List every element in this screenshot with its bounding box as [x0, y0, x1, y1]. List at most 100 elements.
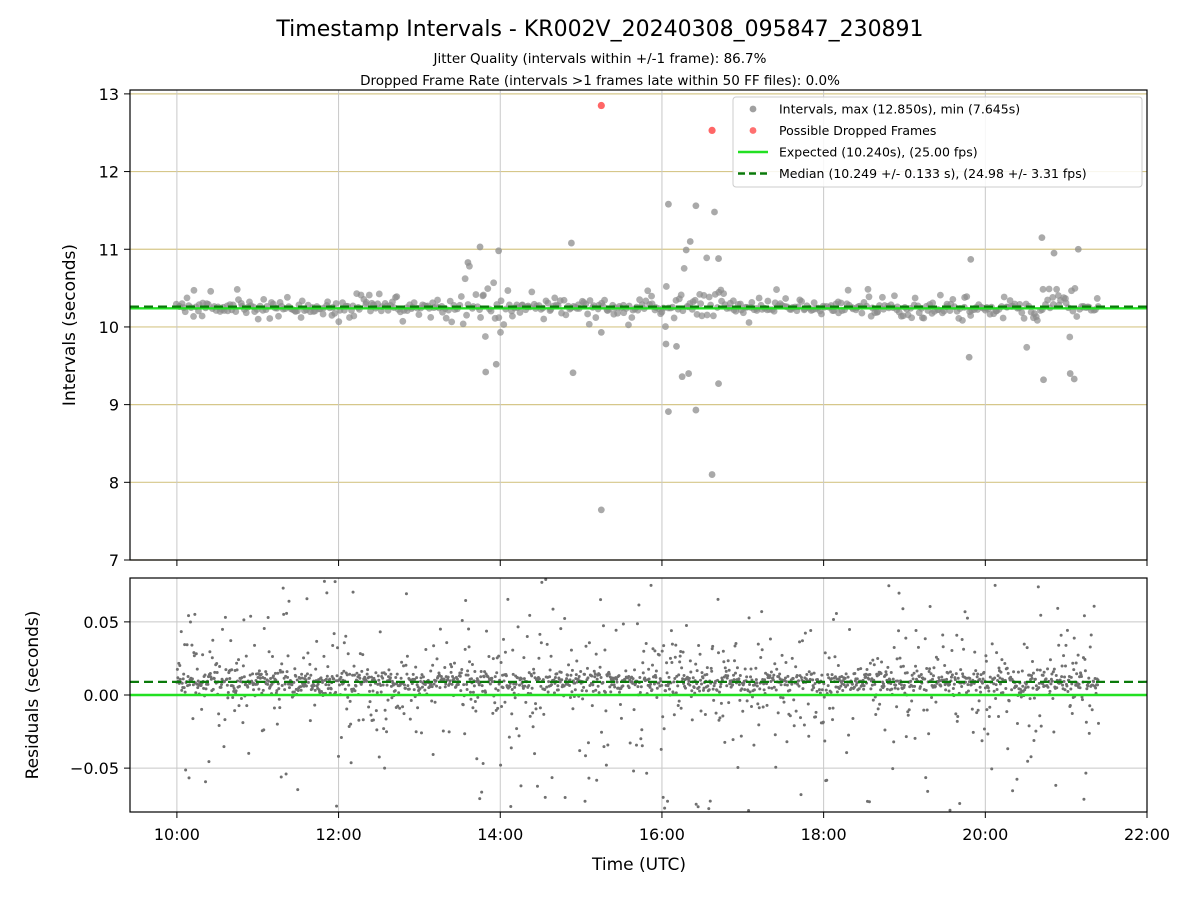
residual-point [770, 686, 774, 690]
residual-point [904, 735, 908, 739]
residual-point [734, 641, 738, 645]
x-tick-label: 14:00 [477, 825, 523, 844]
residual-point [737, 677, 741, 681]
residual-point [651, 647, 655, 651]
residual-point [794, 709, 798, 713]
residual-point [901, 607, 905, 611]
residual-point [761, 705, 765, 709]
interval-outlier-point [715, 380, 722, 388]
residual-point [681, 677, 685, 681]
residual-point [537, 677, 541, 681]
residual-point [757, 723, 761, 727]
residual-point [515, 727, 519, 731]
residual-point [480, 684, 484, 688]
residual-point [825, 778, 829, 782]
residual-point [600, 730, 604, 734]
residual-point [1062, 680, 1066, 684]
interval-point [319, 310, 327, 318]
residual-point [331, 644, 335, 648]
residual-point [534, 707, 538, 711]
residual-point [742, 681, 746, 685]
residual-point [324, 683, 328, 687]
residual-point [444, 682, 448, 686]
residual-point [924, 776, 928, 780]
residual-point [496, 706, 500, 710]
residual-point [278, 706, 282, 710]
interval-outlier-point [476, 243, 484, 251]
interval-point [810, 299, 818, 307]
residual-point [701, 676, 705, 680]
residual-point [780, 653, 784, 657]
interval-point [586, 297, 594, 304]
interval-point [459, 320, 467, 328]
residual-point [1078, 686, 1082, 690]
residual-point [627, 686, 631, 690]
interval-point [442, 314, 450, 322]
residual-point [948, 808, 952, 812]
residual-point [557, 677, 561, 681]
residual-point [1021, 684, 1025, 688]
residual-point [357, 673, 361, 677]
residual-point [573, 681, 577, 685]
residual-point [940, 675, 944, 679]
residual-point [673, 655, 677, 659]
residual-point [741, 709, 745, 713]
residual-point [276, 671, 280, 675]
residual-point [955, 633, 959, 637]
residual-point [891, 767, 895, 771]
residual-point [483, 670, 487, 674]
legend-label: Intervals, max (12.850s), min (7.645s) [779, 102, 1020, 117]
residual-point [735, 666, 739, 670]
residual-point [583, 672, 587, 676]
residual-point [1027, 724, 1031, 728]
residual-point [379, 690, 383, 694]
residual-point [490, 676, 494, 680]
residual-point [424, 648, 428, 652]
chart-legend: Intervals, max (12.850s), min (7.645s) Po… [732, 96, 1143, 188]
residual-point [411, 672, 415, 676]
residual-point [978, 685, 982, 689]
residual-point [992, 689, 996, 693]
residual-point [429, 682, 433, 686]
residual-point [270, 655, 274, 659]
residual-point [418, 687, 422, 691]
residual-point [1031, 671, 1035, 675]
residual-point [717, 718, 721, 722]
interval-point [748, 299, 756, 306]
residual-point [627, 675, 631, 679]
residual-point [375, 691, 379, 695]
interval-outlier-point [665, 200, 672, 208]
residual-point [514, 682, 518, 686]
residual-point [634, 743, 638, 747]
residual-point [695, 669, 699, 673]
residual-point [981, 677, 985, 681]
residual-point [719, 682, 723, 686]
residual-point [455, 677, 459, 681]
residual-point [643, 676, 647, 680]
residual-point [1069, 687, 1073, 691]
residual-point [551, 607, 555, 611]
residual-point [267, 650, 271, 654]
residual-point [393, 689, 397, 693]
residual-point [194, 691, 198, 695]
residual-point [722, 660, 726, 664]
residual-point [335, 674, 339, 678]
residual-point [748, 690, 752, 694]
residual-point [322, 579, 326, 583]
residual-point [402, 683, 406, 687]
residual-point [402, 712, 406, 716]
residual-point [1014, 684, 1018, 688]
residual-point [415, 676, 419, 680]
residual-point [1090, 708, 1094, 712]
residual-point [879, 688, 883, 692]
residual-point [299, 685, 303, 689]
residual-point [332, 632, 336, 636]
residual-point [315, 639, 319, 643]
residual-point [211, 638, 215, 642]
residual-point [389, 672, 393, 676]
residual-point [1015, 721, 1019, 725]
residual-point [371, 718, 375, 722]
residual-point [830, 677, 834, 681]
residual-point [737, 683, 741, 687]
residual-point [846, 675, 850, 679]
